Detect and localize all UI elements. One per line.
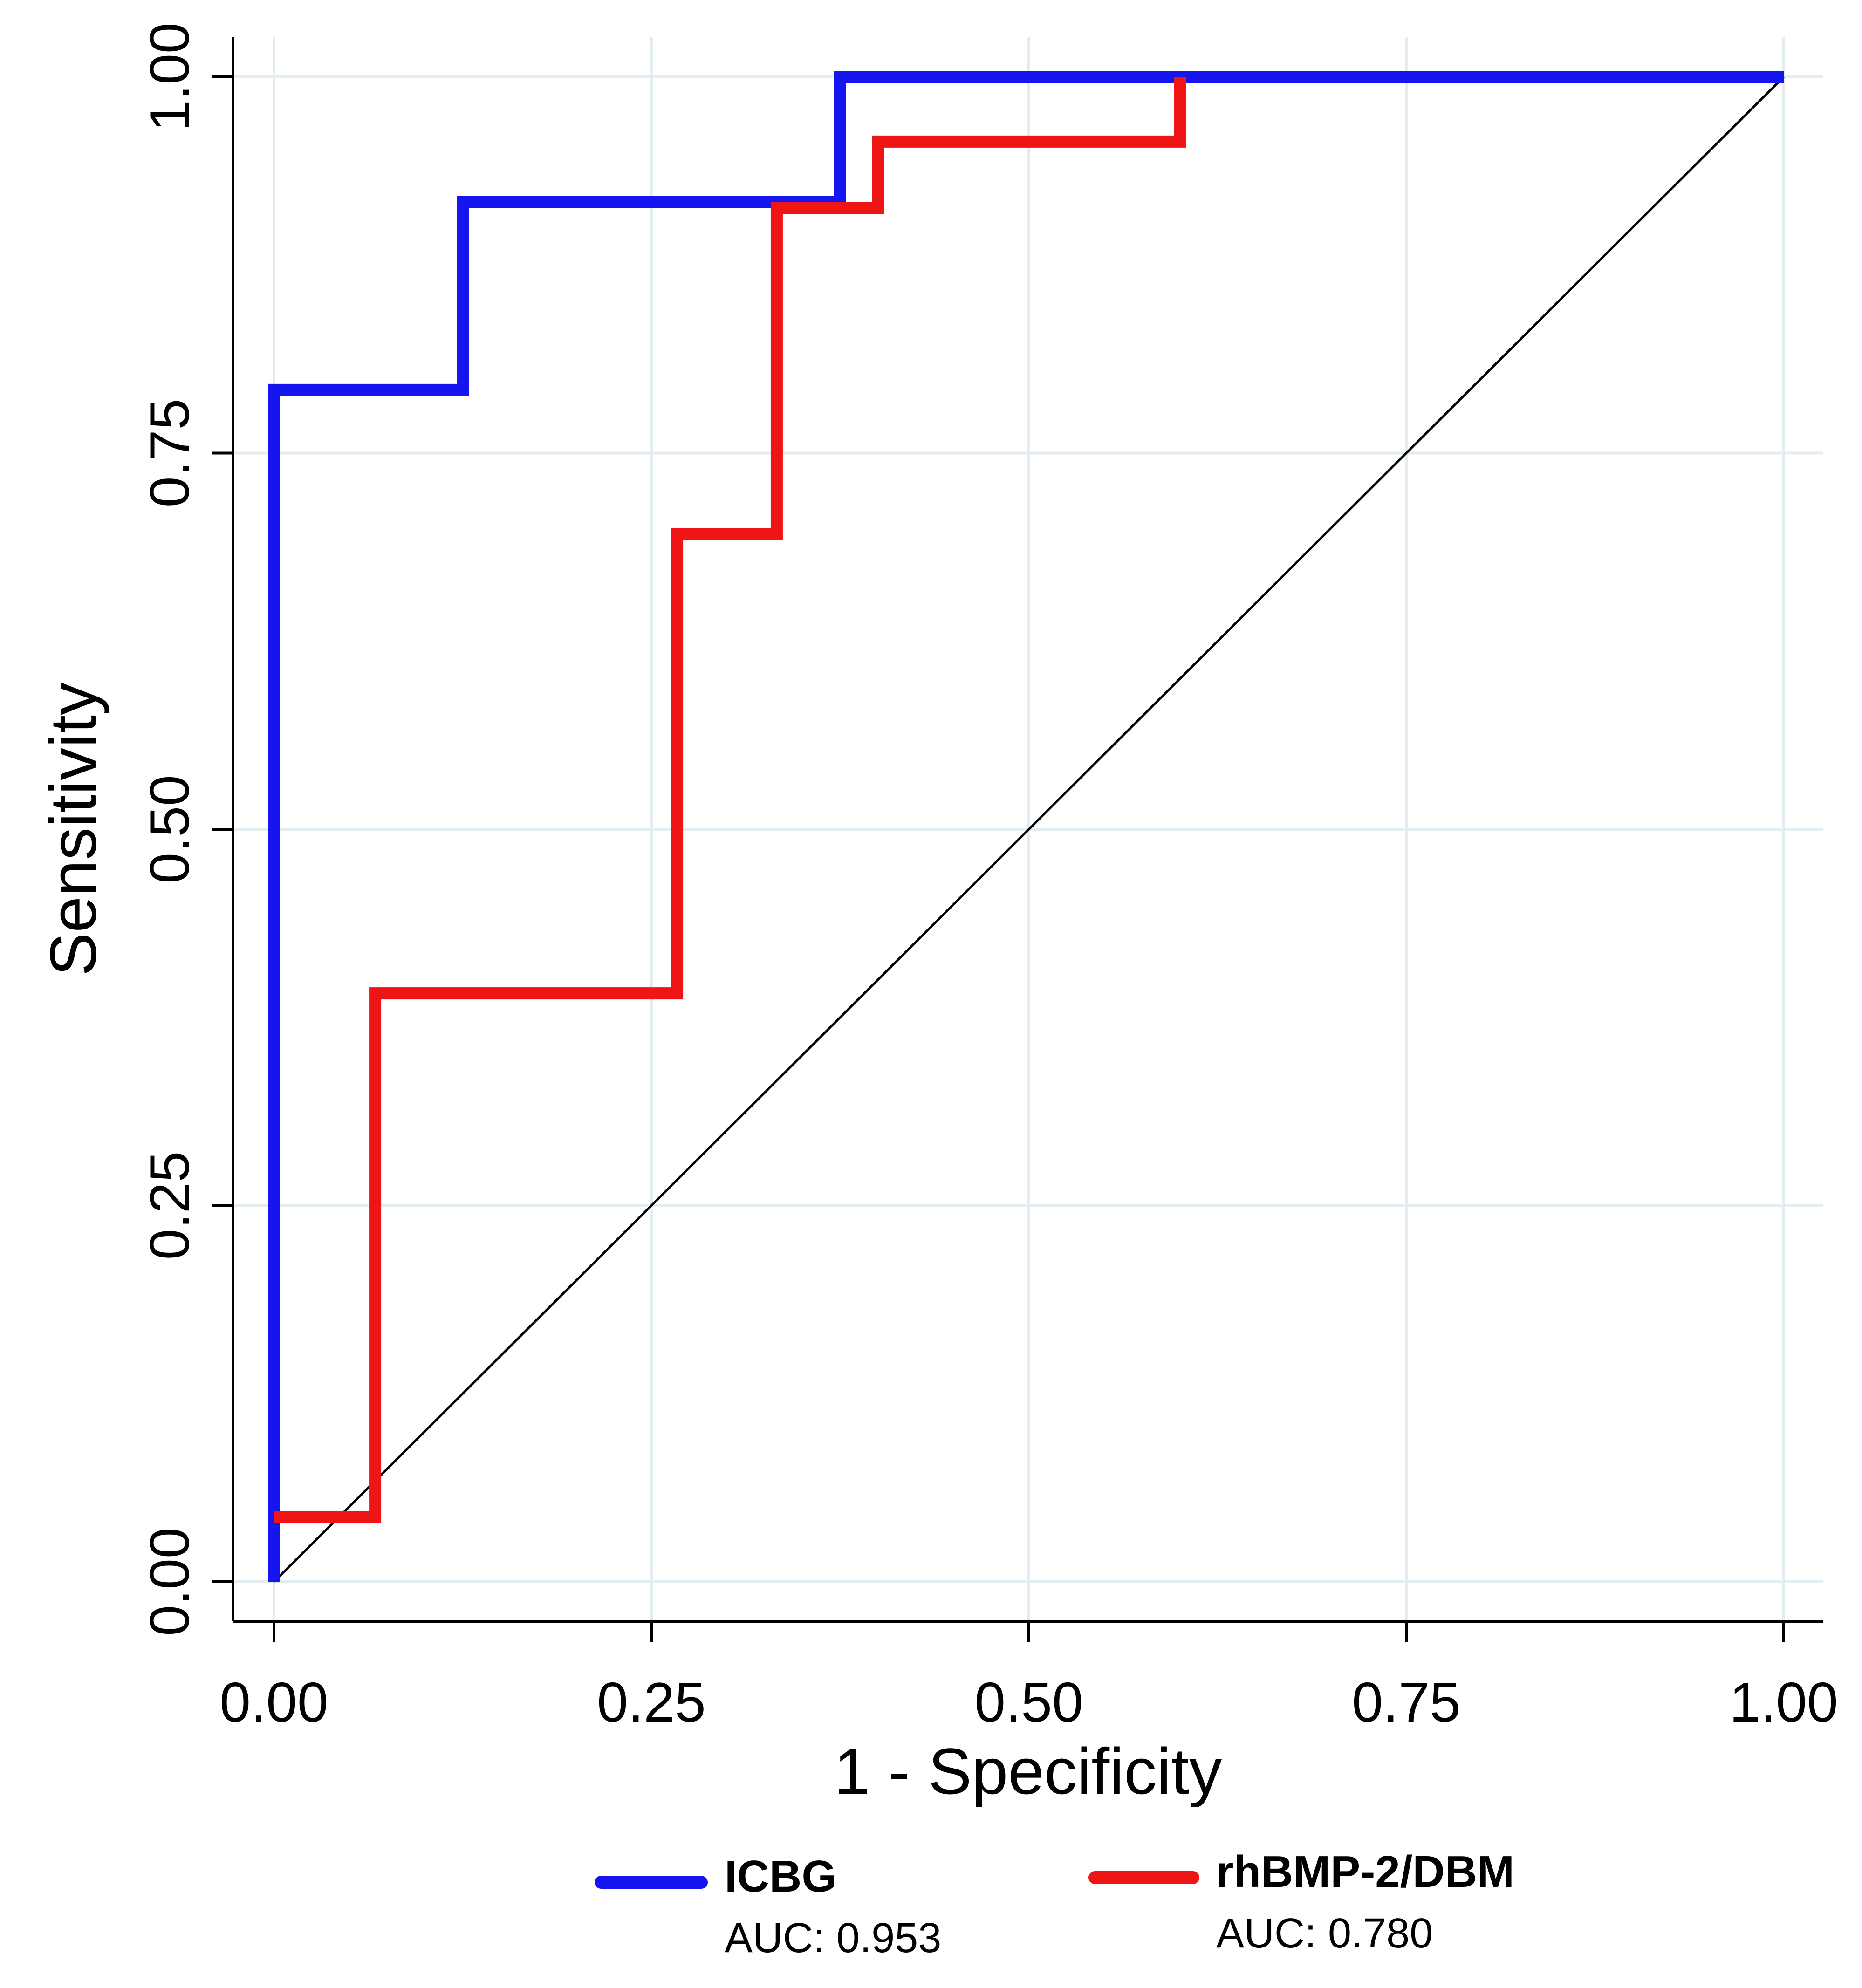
- legend-label-icbg: ICBG: [725, 1851, 836, 1901]
- x-tick-label-2: 0.50: [974, 1671, 1083, 1734]
- y-tick-label-1: 0.25: [138, 1151, 201, 1260]
- legend-auc-rhbmp: AUC: 0.780: [1216, 1910, 1433, 1957]
- y-axis-title: Sensitivity: [36, 683, 110, 976]
- series-line-1: [274, 77, 1186, 1523]
- x-tick-label-3: 0.75: [1352, 1671, 1461, 1734]
- x-tick-label-0: 0.00: [219, 1671, 329, 1734]
- legend-item-icbg: ICBG AUC: 0.953: [595, 1851, 941, 1961]
- series-lines: [268, 71, 1784, 1582]
- series-line-0: [268, 71, 1784, 1582]
- axis-ticks: 0.00 0.25 0.50 0.75 1.00 0.00 0.25 0.50 0.75 1.00: [138, 22, 1838, 1734]
- reference-diagonal: [273, 76, 1785, 1583]
- legend-auc-icbg: AUC: 0.953: [725, 1915, 941, 1961]
- y-tick-label-4: 1.00: [138, 22, 201, 131]
- x-tick-label-1: 0.25: [597, 1671, 706, 1734]
- legend-item-rhbmp: rhBMP-2/DBM AUC: 0.780: [1088, 1847, 1514, 1957]
- reference-line: [273, 76, 1785, 1583]
- x-axis-title: 1 - Specificity: [834, 1735, 1222, 1808]
- y-tick-label-0: 0.00: [138, 1527, 201, 1636]
- legend: ICBG AUC: 0.953 rhBMP-2/DBM AUC: 0.780: [595, 1847, 1514, 1961]
- y-tick-label-2: 0.50: [138, 775, 201, 884]
- x-tick-label-4: 1.00: [1729, 1671, 1838, 1734]
- y-tick-label-3: 0.75: [138, 399, 201, 508]
- legend-label-rhbmp: rhBMP-2/DBM: [1216, 1847, 1514, 1897]
